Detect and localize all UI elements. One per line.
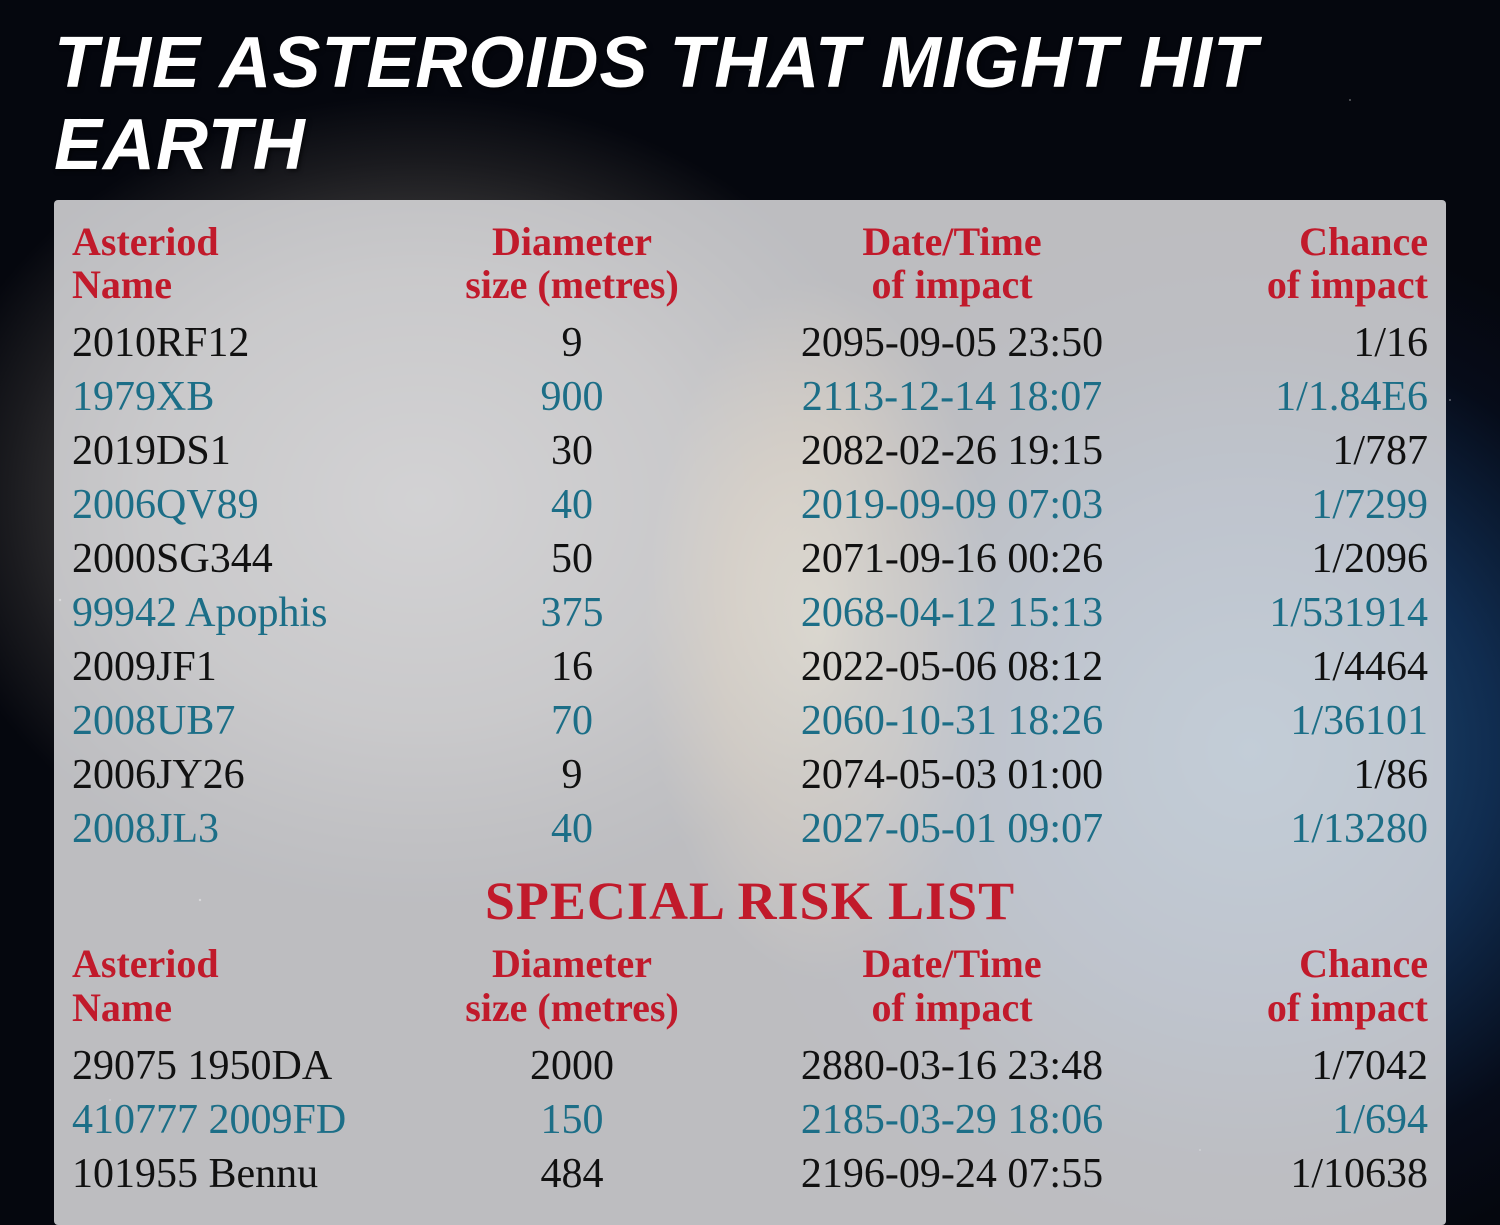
cell-diam: 70 (432, 694, 712, 748)
hdr-text: Name (72, 985, 172, 1030)
hdr-text: Chance (1299, 219, 1428, 264)
col-header-diameter: Diameter size (metres) (432, 216, 712, 316)
cell-chance: 1/531914 (1192, 586, 1428, 640)
cell-chance: 1/1.84E6 (1192, 370, 1428, 424)
cell-diam: 900 (432, 370, 712, 424)
hdr-text: size (metres) (465, 262, 679, 307)
special-table-body: 29075 1950DA20002880-03-16 23:481/704241… (72, 1039, 1428, 1201)
table-row: 99942 Apophis3752068-04-12 15:131/531914 (72, 586, 1428, 640)
cell-name: 29075 1950DA (72, 1039, 432, 1093)
cell-diam: 16 (432, 640, 712, 694)
cell-date: 2196-09-24 07:55 (712, 1147, 1192, 1201)
special-table-header: Asteriod Name Diameter size (metres) Dat… (72, 938, 1428, 1038)
cell-name: 101955 Bennu (72, 1147, 432, 1201)
cell-chance: 1/7299 (1192, 478, 1428, 532)
col-header-name: Asteriod Name (72, 938, 432, 1038)
cell-chance: 1/787 (1192, 424, 1428, 478)
hdr-text: of impact (1267, 262, 1428, 307)
cell-diam: 150 (432, 1093, 712, 1147)
cell-date: 2068-04-12 15:13 (712, 586, 1192, 640)
data-panel: Asteriod Name Diameter size (metres) Dat… (54, 200, 1446, 1225)
hdr-text: Chance (1299, 941, 1428, 986)
cell-chance: 1/36101 (1192, 694, 1428, 748)
cell-chance: 1/2096 (1192, 532, 1428, 586)
cell-chance: 1/4464 (1192, 640, 1428, 694)
special-table: Asteriod Name Diameter size (metres) Dat… (72, 938, 1428, 1200)
col-header-chance: Chance of impact (1192, 216, 1428, 316)
cell-chance: 1/10638 (1192, 1147, 1428, 1201)
hdr-text: Diameter (492, 941, 652, 986)
col-header-diameter: Diameter size (metres) (432, 938, 712, 1038)
cell-name: 410777 2009FD (72, 1093, 432, 1147)
cell-diam: 2000 (432, 1039, 712, 1093)
cell-name: 2009JF1 (72, 640, 432, 694)
hdr-text: Asteriod (72, 219, 219, 264)
table-row: 2006JY2692074-05-03 01:001/86 (72, 748, 1428, 802)
hdr-text: of impact (871, 985, 1032, 1030)
cell-chance: 1/694 (1192, 1093, 1428, 1147)
table-row: 2000SG344502071-09-16 00:261/2096 (72, 532, 1428, 586)
cell-date: 2074-05-03 01:00 (712, 748, 1192, 802)
hdr-text: Diameter (492, 219, 652, 264)
cell-name: 99942 Apophis (72, 586, 432, 640)
cell-name: 1979XB (72, 370, 432, 424)
hdr-text: Date/Time (862, 941, 1041, 986)
cell-date: 2027-05-01 09:07 (712, 802, 1192, 856)
col-header-date: Date/Time of impact (712, 216, 1192, 316)
cell-diam: 9 (432, 316, 712, 370)
cell-date: 2071-09-16 00:26 (712, 532, 1192, 586)
hdr-text: Date/Time (862, 219, 1041, 264)
cell-name: 2006QV89 (72, 478, 432, 532)
cell-date: 2185-03-29 18:06 (712, 1093, 1192, 1147)
hdr-text: of impact (871, 262, 1032, 307)
table-row: 2008UB7702060-10-31 18:261/36101 (72, 694, 1428, 748)
table-row: 29075 1950DA20002880-03-16 23:481/7042 (72, 1039, 1428, 1093)
hdr-text: Name (72, 262, 172, 307)
cell-name: 2008JL3 (72, 802, 432, 856)
cell-date: 2022-05-06 08:12 (712, 640, 1192, 694)
cell-date: 2095-09-05 23:50 (712, 316, 1192, 370)
cell-name: 2006JY26 (72, 748, 432, 802)
cell-chance: 1/16 (1192, 316, 1428, 370)
col-header-date: Date/Time of impact (712, 938, 1192, 1038)
table-row: 2019DS1302082-02-26 19:151/787 (72, 424, 1428, 478)
cell-diam: 30 (432, 424, 712, 478)
special-risk-heading: SPECIAL RISK LIST (72, 856, 1428, 938)
page-title: THE ASTEROIDS THAT MIGHT HIT EARTH (0, 0, 1500, 186)
table-row: 2008JL3402027-05-01 09:071/13280 (72, 802, 1428, 856)
table-row: 2009JF1162022-05-06 08:121/4464 (72, 640, 1428, 694)
main-table: Asteriod Name Diameter size (metres) Dat… (72, 216, 1428, 856)
hdr-text: of impact (1267, 985, 1428, 1030)
hdr-text: Asteriod (72, 941, 219, 986)
cell-date: 2880-03-16 23:48 (712, 1039, 1192, 1093)
main-table-header: Asteriod Name Diameter size (metres) Dat… (72, 216, 1428, 316)
table-row: 101955 Bennu4842196-09-24 07:551/10638 (72, 1147, 1428, 1201)
cell-name: 2010RF12 (72, 316, 432, 370)
cell-chance: 1/13280 (1192, 802, 1428, 856)
cell-date: 2019-09-09 07:03 (712, 478, 1192, 532)
cell-date: 2082-02-26 19:15 (712, 424, 1192, 478)
col-header-name: Asteriod Name (72, 216, 432, 316)
hdr-text: size (metres) (465, 985, 679, 1030)
cell-diam: 375 (432, 586, 712, 640)
cell-diam: 40 (432, 478, 712, 532)
main-table-body: 2010RF1292095-09-05 23:501/161979XB90021… (72, 316, 1428, 856)
cell-date: 2113-12-14 18:07 (712, 370, 1192, 424)
table-row: 1979XB9002113-12-14 18:071/1.84E6 (72, 370, 1428, 424)
cell-diam: 50 (432, 532, 712, 586)
cell-date: 2060-10-31 18:26 (712, 694, 1192, 748)
cell-name: 2008UB7 (72, 694, 432, 748)
cell-chance: 1/86 (1192, 748, 1428, 802)
table-row: 2010RF1292095-09-05 23:501/16 (72, 316, 1428, 370)
table-row: 410777 2009FD1502185-03-29 18:061/694 (72, 1093, 1428, 1147)
col-header-chance: Chance of impact (1192, 938, 1428, 1038)
cell-chance: 1/7042 (1192, 1039, 1428, 1093)
cell-diam: 40 (432, 802, 712, 856)
cell-diam: 9 (432, 748, 712, 802)
cell-name: 2000SG344 (72, 532, 432, 586)
cell-name: 2019DS1 (72, 424, 432, 478)
table-row: 2006QV89402019-09-09 07:031/7299 (72, 478, 1428, 532)
cell-diam: 484 (432, 1147, 712, 1201)
